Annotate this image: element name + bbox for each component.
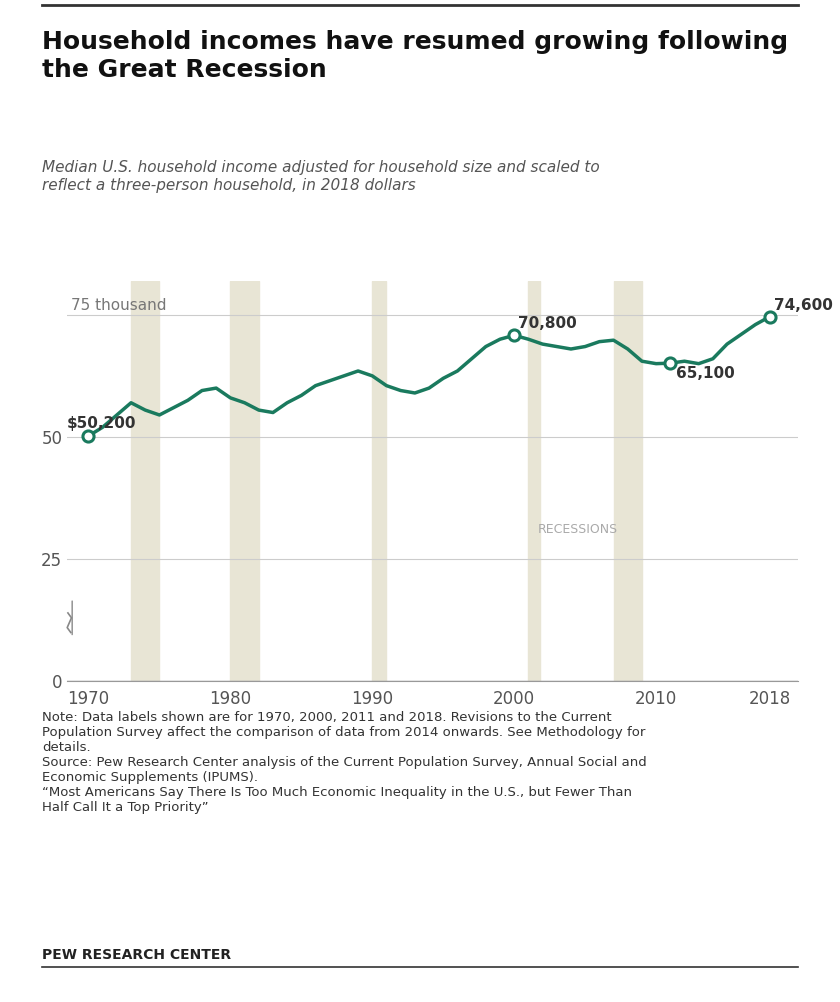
Bar	[372, 281, 386, 681]
Text: 65,100: 65,100	[676, 366, 735, 381]
Text: Note: Data labels shown are for 1970, 2000, 2011 and 2018. Revisions to the Curr: Note: Data labels shown are for 1970, 20…	[42, 711, 647, 815]
Text: Median U.S. household income adjusted for household size and scaled to
reflect a: Median U.S. household income adjusted fo…	[42, 160, 600, 192]
Text: PEW RESEARCH CENTER: PEW RESEARCH CENTER	[42, 948, 231, 962]
Text: 70,800: 70,800	[518, 317, 577, 332]
Bar	[230, 281, 259, 681]
Text: 75 thousand: 75 thousand	[71, 299, 167, 314]
Bar	[131, 281, 160, 681]
Text: $50,200: $50,200	[67, 416, 137, 431]
Text: 74,600: 74,600	[774, 298, 832, 313]
Bar	[528, 281, 540, 681]
Text: RECESSIONS: RECESSIONS	[538, 523, 618, 536]
Text: Household incomes have resumed growing following
the Great Recession: Household incomes have resumed growing f…	[42, 30, 788, 82]
Bar	[613, 281, 642, 681]
